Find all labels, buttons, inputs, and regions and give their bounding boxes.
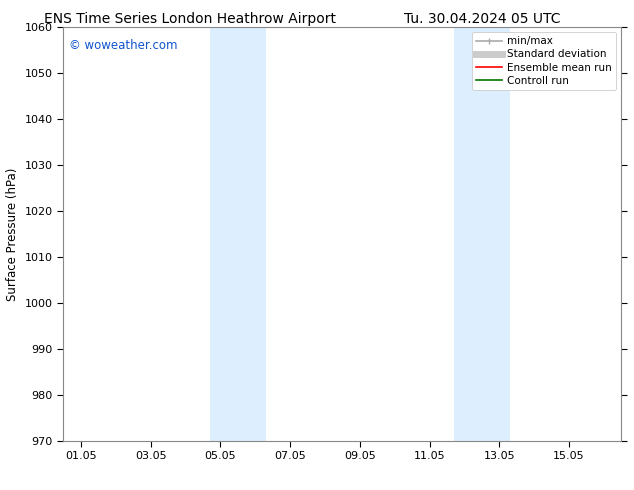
Text: Tu. 30.04.2024 05 UTC: Tu. 30.04.2024 05 UTC [404,12,560,26]
Text: ENS Time Series London Heathrow Airport: ENS Time Series London Heathrow Airport [44,12,336,26]
Bar [210,27,266,441]
Legend: min/max, Standard deviation, Ensemble mean run, Controll run: min/max, Standard deviation, Ensemble me… [472,32,616,90]
Bar [454,27,510,441]
Y-axis label: Surface Pressure (hPa): Surface Pressure (hPa) [6,167,19,301]
Text: © woweather.com: © woweather.com [69,39,178,52]
